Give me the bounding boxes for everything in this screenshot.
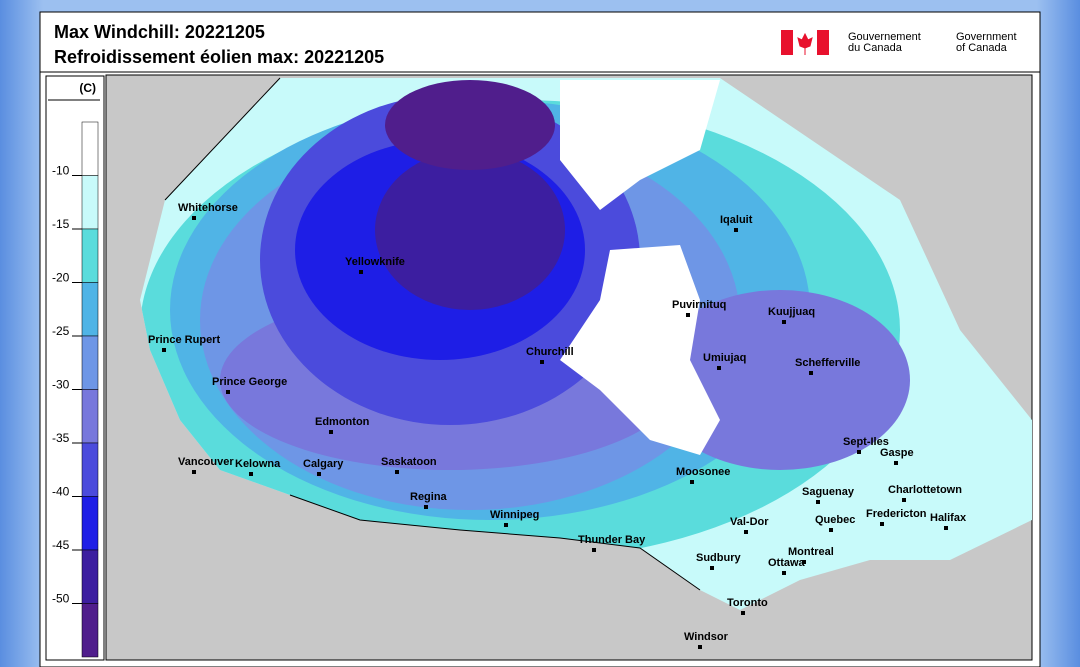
city-label: Ottawa (768, 557, 806, 569)
gov-en: Government (956, 31, 1017, 43)
city-label: Churchill (526, 346, 574, 358)
city-dot (690, 480, 694, 484)
city-dot (944, 526, 948, 530)
city-label: Edmonton (315, 416, 370, 428)
city-dot (686, 313, 690, 317)
legend: -10 -15 -20 -25 -30 -35 -40 -45 -50 (52, 121, 99, 658)
gov-fr: Gouvernement (848, 31, 921, 43)
city-dot (894, 461, 898, 465)
city-label: Whitehorse (178, 202, 238, 214)
city-dot (741, 611, 745, 615)
legend-swatch (81, 496, 99, 551)
city-dot (162, 348, 166, 352)
city-dot (698, 645, 702, 649)
city-dot (902, 498, 906, 502)
city-dot (782, 320, 786, 324)
city-label: Regina (410, 491, 448, 503)
city-dot (192, 470, 196, 474)
legend-swatch (81, 121, 99, 176)
city-label: Kelowna (235, 458, 281, 470)
city-dot (226, 390, 230, 394)
city-label: Saguenay (802, 486, 855, 498)
subtitle: Refroidissement éolien max: 20221205 (54, 47, 384, 67)
legend-tick-label: -40 (52, 485, 70, 499)
gov-fr: du Canada (848, 42, 903, 54)
city-label: Thunder Bay (578, 534, 646, 546)
city-dot (744, 530, 748, 534)
legend-tick-label: -30 (52, 378, 70, 392)
legend-tick-label: -35 (52, 431, 70, 445)
city-dot (829, 528, 833, 532)
city-dot (782, 571, 786, 575)
legend-tick-label: -45 (52, 538, 70, 552)
legend-tick-label: -50 (52, 592, 70, 606)
city-dot (880, 522, 884, 526)
city-label: Quebec (815, 514, 855, 526)
city-label: Sept-Iles (843, 436, 889, 448)
city-dot (809, 371, 813, 375)
flag (781, 30, 829, 55)
city-label: Schefferville (795, 357, 860, 369)
city-label: Toronto (727, 597, 768, 609)
city-dot (592, 548, 596, 552)
legend-swatch (81, 335, 99, 390)
legend-swatch (81, 603, 99, 658)
legend-unit: (C) (79, 81, 96, 95)
city-dot (424, 505, 428, 509)
city-label: Prince Rupert (148, 334, 220, 346)
title: Max Windchill: 20221205 (54, 22, 265, 42)
cities: Whitehorse Yellowknife Iqaluit Puvirnituq Ku… (148, 202, 967, 649)
city-label: Calgary (303, 458, 344, 470)
city-dot (504, 523, 508, 527)
city-dot (857, 450, 861, 454)
city-label: Charlottetown (888, 484, 962, 496)
city-dot (802, 560, 806, 564)
legend-tick-label: -10 (52, 164, 70, 178)
city-label: Val-Dor (730, 516, 769, 528)
city-label: Winnipeg (490, 509, 539, 521)
legend-swatch (81, 549, 99, 604)
city-label: Yellowknife (345, 256, 405, 268)
city-dot (717, 366, 721, 370)
city-dot (317, 472, 321, 476)
city-label: Kuujjuaq (768, 306, 815, 318)
city-label: Puvirnituq (672, 299, 726, 311)
legend-swatch (81, 228, 99, 283)
legend-swatch (81, 442, 99, 497)
city-label: Umiujaq (703, 352, 746, 364)
city-label: Iqaluit (720, 214, 753, 226)
city-label: Sudbury (696, 552, 741, 564)
legend-tick-label: -20 (52, 271, 70, 285)
city-dot (395, 470, 399, 474)
legend-tick-label: -25 (52, 324, 70, 338)
city-label: Saskatoon (381, 456, 437, 468)
legend-tick-label: -15 (52, 217, 70, 231)
city-dot (359, 270, 363, 274)
city-dot (329, 430, 333, 434)
legend-swatch (81, 282, 99, 337)
city-dot (710, 566, 714, 570)
city-label: Montreal (788, 546, 834, 558)
city-label: Vancouver (178, 456, 234, 468)
city-dot (734, 228, 738, 232)
city-label: Halifax (930, 512, 967, 524)
city-dot (192, 216, 196, 220)
legend-swatch (81, 175, 99, 230)
map (105, 74, 1033, 661)
legend-swatch (81, 389, 99, 444)
city-label: Windsor (684, 631, 729, 643)
city-dot (249, 472, 253, 476)
city-label: Fredericton (866, 508, 927, 520)
city-label: Gaspe (880, 447, 914, 459)
gov-en: of Canada (956, 42, 1008, 54)
city-label: Prince George (212, 376, 287, 388)
city-dot (540, 360, 544, 364)
city-dot (816, 500, 820, 504)
city-label: Moosonee (676, 466, 730, 478)
